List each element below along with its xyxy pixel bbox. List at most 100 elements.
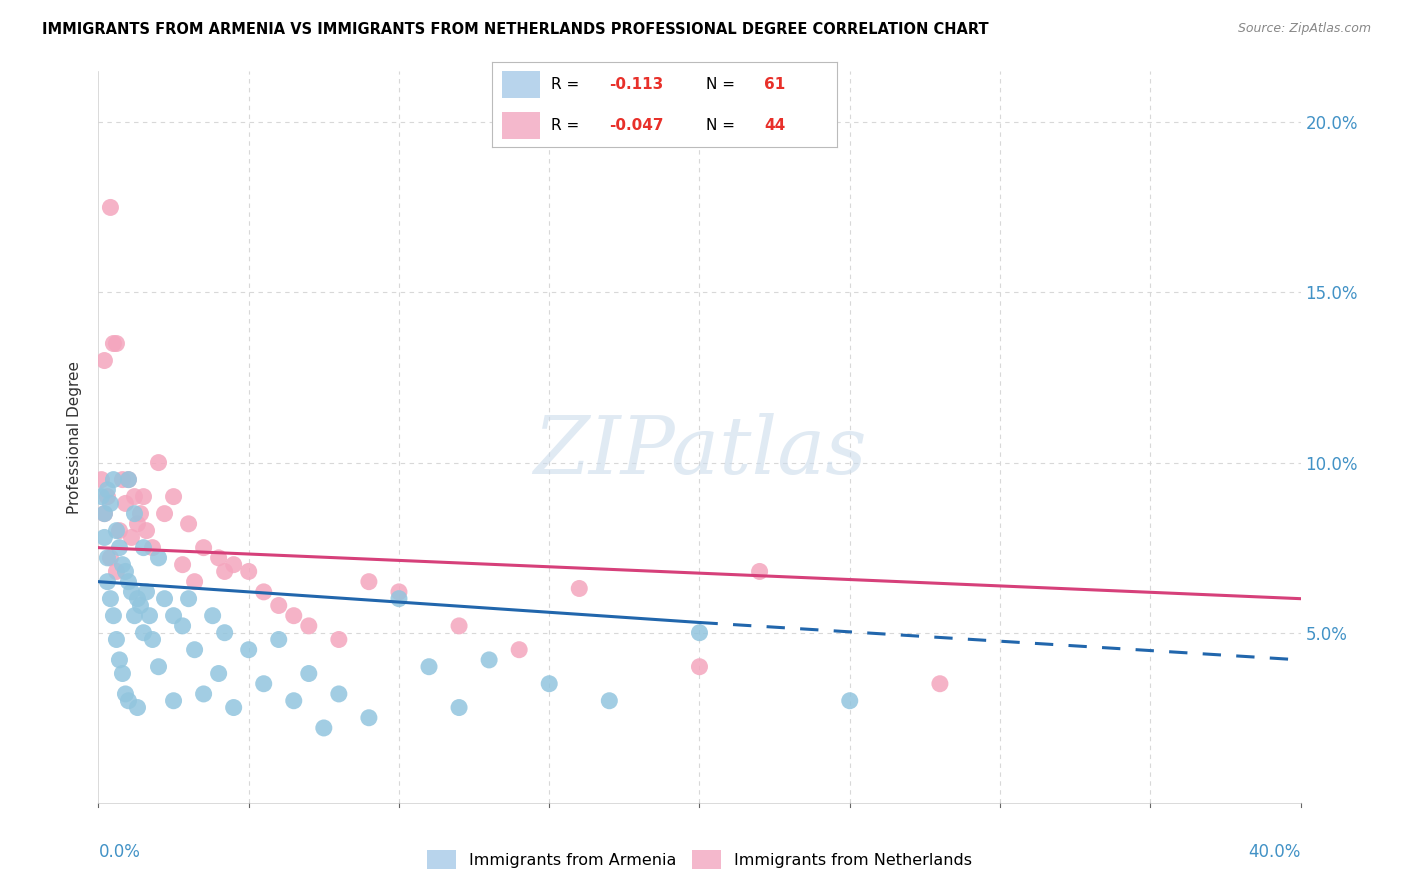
Point	[105, 632, 128, 647]
Point	[447, 700, 470, 714]
Point	[129, 507, 152, 521]
Text: 40.0%: 40.0%	[1249, 843, 1301, 861]
Point	[141, 632, 163, 647]
Point	[124, 490, 146, 504]
Text: -0.047: -0.047	[609, 118, 664, 133]
Point	[183, 642, 205, 657]
Point	[117, 473, 139, 487]
Point	[121, 531, 143, 545]
Point	[135, 585, 157, 599]
Point	[388, 591, 411, 606]
Point	[103, 608, 125, 623]
Point	[929, 677, 952, 691]
Point	[418, 659, 440, 673]
Point	[508, 642, 530, 657]
Text: 0.0%: 0.0%	[98, 843, 141, 861]
Legend: Immigrants from Armenia, Immigrants from Netherlands: Immigrants from Armenia, Immigrants from…	[420, 844, 979, 875]
Point	[100, 496, 122, 510]
Text: 61: 61	[765, 77, 786, 92]
Point	[183, 574, 205, 589]
Text: R =: R =	[551, 118, 579, 133]
Text: Source: ZipAtlas.com: Source: ZipAtlas.com	[1237, 22, 1371, 36]
Text: 44: 44	[765, 118, 786, 133]
Point	[100, 550, 122, 565]
Point	[138, 608, 160, 623]
Point	[238, 642, 260, 657]
Point	[748, 565, 770, 579]
Point	[298, 666, 321, 681]
Point	[298, 619, 321, 633]
Point	[96, 550, 118, 565]
Point	[162, 490, 184, 504]
Text: ZIPatlas: ZIPatlas	[533, 413, 866, 491]
Point	[328, 632, 350, 647]
Point	[357, 711, 380, 725]
Point	[689, 659, 711, 673]
Point	[111, 473, 134, 487]
Point	[328, 687, 350, 701]
Point	[127, 700, 149, 714]
Point	[132, 490, 155, 504]
Point	[93, 531, 115, 545]
Point	[838, 694, 860, 708]
Point	[132, 541, 155, 555]
Point	[568, 582, 591, 596]
Point	[111, 558, 134, 572]
Point	[127, 516, 149, 531]
Point	[114, 687, 136, 701]
Point	[90, 490, 112, 504]
Point	[312, 721, 335, 735]
Point	[238, 565, 260, 579]
Point	[103, 336, 125, 351]
Point	[132, 625, 155, 640]
Point	[111, 666, 134, 681]
Point	[96, 574, 118, 589]
Point	[117, 574, 139, 589]
Text: -0.113: -0.113	[609, 77, 664, 92]
Point	[148, 659, 170, 673]
Point	[148, 550, 170, 565]
Bar	[502, 71, 540, 98]
Point	[124, 507, 146, 521]
Point	[267, 632, 290, 647]
Point	[93, 353, 115, 368]
Point	[222, 700, 245, 714]
Point	[253, 585, 276, 599]
Point	[148, 456, 170, 470]
Point	[172, 619, 194, 633]
Point	[222, 558, 245, 572]
Point	[103, 473, 125, 487]
Point	[108, 541, 131, 555]
Text: N =: N =	[706, 118, 735, 133]
Point	[124, 608, 146, 623]
Point	[93, 507, 115, 521]
Point	[105, 524, 128, 538]
Point	[117, 694, 139, 708]
Point	[478, 653, 501, 667]
Text: IMMIGRANTS FROM ARMENIA VS IMMIGRANTS FROM NETHERLANDS PROFESSIONAL DEGREE CORRE: IMMIGRANTS FROM ARMENIA VS IMMIGRANTS FR…	[42, 22, 988, 37]
Point	[177, 516, 200, 531]
Point	[214, 625, 236, 640]
Point	[114, 565, 136, 579]
Point	[538, 677, 561, 691]
Point	[267, 599, 290, 613]
Text: N =: N =	[706, 77, 735, 92]
Point	[208, 666, 231, 681]
Point	[153, 591, 176, 606]
Point	[105, 565, 128, 579]
Point	[153, 507, 176, 521]
Point	[193, 687, 215, 701]
Point	[214, 565, 236, 579]
Point	[598, 694, 620, 708]
Point	[135, 524, 157, 538]
Point	[117, 473, 139, 487]
Point	[208, 550, 231, 565]
Point	[100, 201, 122, 215]
Point	[172, 558, 194, 572]
Point	[127, 591, 149, 606]
Point	[283, 694, 305, 708]
Point	[357, 574, 380, 589]
Point	[96, 483, 118, 497]
Point	[388, 585, 411, 599]
Point	[447, 619, 470, 633]
